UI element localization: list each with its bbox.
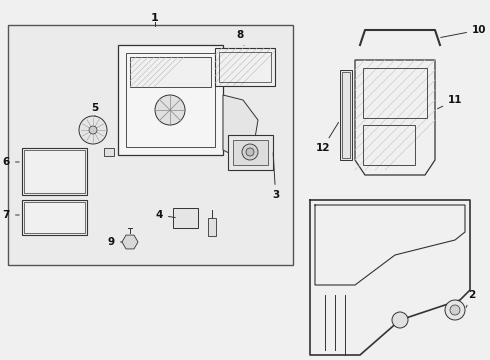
Circle shape bbox=[155, 95, 185, 125]
Text: 11: 11 bbox=[438, 95, 463, 109]
Text: 10: 10 bbox=[441, 25, 487, 37]
Text: 7: 7 bbox=[2, 210, 19, 220]
FancyBboxPatch shape bbox=[22, 148, 87, 195]
FancyBboxPatch shape bbox=[233, 140, 268, 165]
FancyBboxPatch shape bbox=[208, 218, 216, 236]
FancyBboxPatch shape bbox=[340, 70, 352, 160]
Polygon shape bbox=[355, 60, 435, 175]
FancyBboxPatch shape bbox=[118, 45, 223, 155]
Text: 9: 9 bbox=[108, 237, 122, 247]
Text: 2: 2 bbox=[466, 290, 475, 307]
FancyBboxPatch shape bbox=[8, 25, 293, 265]
Text: 6: 6 bbox=[3, 157, 19, 167]
Circle shape bbox=[246, 148, 254, 156]
Text: 3: 3 bbox=[272, 153, 279, 200]
FancyBboxPatch shape bbox=[228, 135, 273, 170]
Polygon shape bbox=[122, 235, 138, 249]
Text: 4: 4 bbox=[156, 210, 175, 220]
Text: 5: 5 bbox=[91, 103, 98, 116]
Circle shape bbox=[242, 144, 258, 160]
Text: 8: 8 bbox=[236, 30, 244, 45]
Circle shape bbox=[450, 305, 460, 315]
Text: 1: 1 bbox=[151, 13, 159, 23]
Circle shape bbox=[89, 126, 97, 134]
FancyBboxPatch shape bbox=[130, 57, 211, 87]
Polygon shape bbox=[223, 95, 258, 155]
Circle shape bbox=[445, 300, 465, 320]
FancyBboxPatch shape bbox=[173, 208, 198, 228]
FancyBboxPatch shape bbox=[22, 200, 87, 235]
Circle shape bbox=[392, 312, 408, 328]
Text: 12: 12 bbox=[316, 122, 339, 153]
Circle shape bbox=[79, 116, 107, 144]
FancyBboxPatch shape bbox=[104, 148, 114, 156]
FancyBboxPatch shape bbox=[215, 48, 275, 86]
